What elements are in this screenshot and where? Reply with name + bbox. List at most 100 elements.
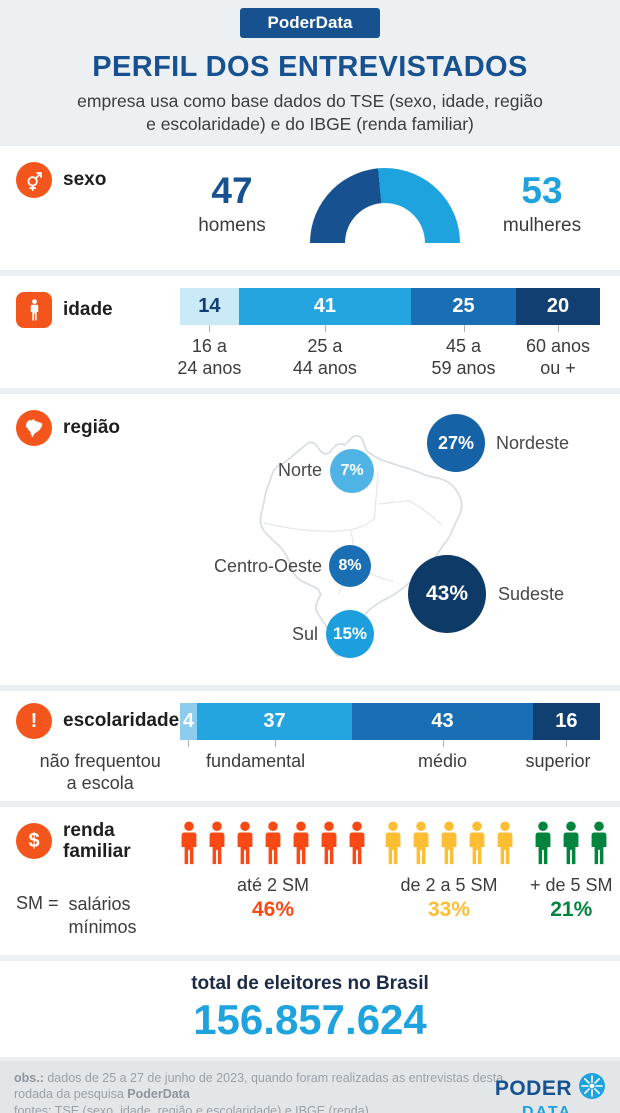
section-label-sexo: sexo [63, 169, 107, 191]
income-group-label: + de 5 SM [530, 875, 613, 895]
section-total: total de eleitores no Brasil 156.857.624 [0, 961, 620, 1057]
bar-segment: 25 [410, 288, 516, 325]
section-label-escolaridade: escolaridade [63, 710, 180, 732]
section-escolaridade: ! escolaridade 4 37 43 16 não frequentou a … [0, 691, 620, 801]
bar-segment: 41 [238, 288, 411, 325]
bar-segment: 4 [180, 703, 197, 740]
bubble-nordeste-value: 27% [437, 432, 475, 453]
footer: obs.: dados de 25 a 27 de junho de 2023,… [0, 1061, 620, 1113]
income-group-percent: 21% [550, 898, 593, 921]
bar-tick [209, 325, 211, 332]
person-icons-row [178, 821, 368, 865]
section-label-idade: idade [63, 299, 113, 321]
sm-legend-label: SM = [16, 893, 59, 913]
bubble-norte: 7% [330, 449, 374, 493]
income-group-percent: 46% [251, 898, 295, 921]
person-icon [532, 821, 554, 865]
section-label-regiao: região [63, 417, 121, 439]
person-icon [588, 821, 610, 865]
obs-brand: PoderData [127, 1087, 190, 1102]
bar-segment-label: 25 a 44 anos [292, 336, 357, 378]
person-icon [318, 821, 340, 865]
region-label-sudeste: Sudeste [498, 584, 565, 604]
region-label-nordeste: Nordeste [496, 433, 570, 453]
mulheres-value: 53 [521, 170, 563, 211]
page-title: PERFIL DOS ENTREVISTADOS [92, 51, 528, 83]
income-group: + de 5 SM 21% [530, 821, 613, 922]
total-value: 156.857.624 [193, 996, 427, 1043]
bar-segment-label: 45 a 59 anos [431, 336, 496, 378]
footer-notes: obs.: dados de 25 a 27 de junho de 2023,… [14, 1070, 503, 1113]
logo-poder-text: PODER [494, 1076, 572, 1100]
gender-icon [16, 162, 52, 198]
logo-data-text: DATA [521, 1104, 572, 1113]
person-icon [178, 821, 200, 865]
income-pictogram-chart: até 2 SM 46% de 2 a 5 SM 33% + de 5 SM 21% [178, 821, 613, 922]
bar-tick [324, 325, 326, 332]
homens-value: 47 [211, 170, 253, 211]
person-icon [494, 821, 516, 865]
obs-text: dados de 25 a 27 de junho de 2023, quand… [14, 1071, 504, 1102]
income-group-label: até 2 SM [236, 875, 310, 895]
brazil-map-icon [16, 410, 52, 446]
person-icon [382, 821, 404, 865]
income-group-label: de 2 a 5 SM [400, 875, 498, 895]
bar-labels: não frequentou a escola fundamental médio s… [40, 747, 600, 797]
income-group-percent: 33% [427, 898, 471, 921]
bar-segment-label: fundamental [206, 751, 306, 771]
person-icons-row [382, 821, 516, 865]
section-head-sexo: sexo [16, 162, 106, 198]
bubble-nordeste: 27% [427, 414, 485, 472]
bar-segments: 14 41 25 20 [180, 288, 600, 325]
section-regiao: região Norte 7% 27% Nordeste Centro-Oest [0, 394, 620, 685]
bar-segment-label: superior [525, 751, 591, 771]
bar-segment: 20 [515, 288, 600, 325]
section-renda: $ renda familiar SM = salários mínimos a… [0, 807, 620, 955]
bar-tick [274, 740, 276, 747]
homens-label: homens [198, 215, 266, 236]
income-group: até 2 SM 46% [178, 821, 368, 922]
age-bar-chart: 14 41 25 20 16 a 24 anos 25 a 44 anos 45 a 59… [177, 288, 600, 382]
bubble-sudeste-value: 43% [425, 582, 469, 605]
total-label: total de eleitores no Brasil [191, 973, 429, 994]
bubble-sul: 15% [326, 610, 374, 658]
bar-tick [558, 325, 559, 332]
section-head-renda: $ renda familiar [16, 820, 131, 863]
person-icon [16, 292, 52, 328]
bar-segment: 43 [352, 703, 533, 740]
sunburst-icon [578, 1072, 606, 1105]
bar-ticks [180, 740, 600, 747]
bar-segment: 16 [532, 703, 600, 740]
bubble-sul-value: 15% [332, 624, 368, 643]
person-icon [234, 821, 256, 865]
bar-segment: 37 [196, 703, 353, 740]
stat-mulheres: 53 mulheres [482, 172, 602, 237]
logo-top-row: PODER [495, 1072, 606, 1105]
person-icon [290, 821, 312, 865]
bar-segment-label: 16 a 24 anos [177, 336, 242, 378]
section-head-idade: idade [16, 292, 113, 328]
person-icon [466, 821, 488, 865]
bubble-sudeste: 43% [408, 555, 486, 633]
person-icon [410, 821, 432, 865]
person-icon [438, 821, 460, 865]
bubble-norte-value: 7% [340, 462, 364, 479]
fontes-text: fontes: TSE (sexo, idade, região e escol… [14, 1103, 369, 1113]
brazil-map: Norte 7% 27% Nordeste Centro-Oeste 8% 43… [0, 394, 620, 685]
bar-tick [442, 740, 444, 747]
section-head-regiao: região [16, 410, 120, 446]
person-icon [346, 821, 368, 865]
sm-legend: SM = salários mínimos [16, 893, 137, 938]
gender-donut-chart [310, 168, 460, 243]
bar-segment-label: não frequentou a escola [39, 751, 161, 793]
section-idade: idade 14 41 25 20 16 a 24 anos 25 a 44 anos 4… [0, 276, 620, 388]
bar-labels: 16 a 24 anos 25 a 44 anos 45 a 59 anos 60 a… [177, 332, 600, 382]
bar-tick [188, 740, 190, 747]
poder-data-logo: PODER DATA [495, 1072, 606, 1113]
bar-tick [566, 740, 568, 747]
person-icon [262, 821, 284, 865]
stat-homens: 47 homens [172, 172, 292, 237]
bubble-centro-oeste: 8% [329, 545, 371, 587]
section-sexo: sexo 47 homens 53 mulheres [0, 146, 620, 270]
